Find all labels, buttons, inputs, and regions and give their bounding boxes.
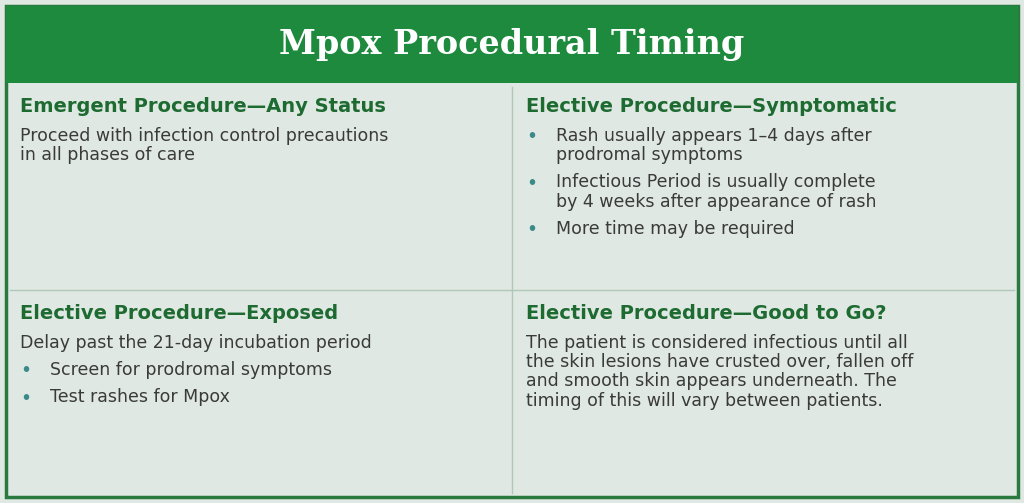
Text: Elective Procedure—Good to Go?: Elective Procedure—Good to Go? — [526, 304, 887, 323]
Text: in all phases of care: in all phases of care — [20, 146, 195, 164]
Text: More time may be required: More time may be required — [556, 220, 795, 238]
Text: Screen for prodromal symptoms: Screen for prodromal symptoms — [50, 361, 332, 379]
Text: Infectious Period is usually complete: Infectious Period is usually complete — [556, 174, 876, 191]
Text: timing of this will vary between patients.: timing of this will vary between patient… — [526, 392, 883, 410]
Text: and smooth skin appears underneath. The: and smooth skin appears underneath. The — [526, 372, 897, 390]
Text: Elective Procedure—Exposed: Elective Procedure—Exposed — [20, 304, 338, 323]
Text: •: • — [19, 388, 31, 407]
Text: Test rashes for Mpox: Test rashes for Mpox — [50, 388, 229, 406]
Text: •: • — [526, 174, 537, 193]
Text: •: • — [526, 220, 537, 239]
Text: Rash usually appears 1–4 days after: Rash usually appears 1–4 days after — [556, 127, 871, 144]
Bar — [6, 6, 1018, 83]
Text: Mpox Procedural Timing: Mpox Procedural Timing — [280, 28, 744, 61]
Text: Emergent Procedure—Any Status: Emergent Procedure—Any Status — [20, 97, 386, 116]
Text: prodromal symptoms: prodromal symptoms — [556, 146, 742, 164]
Text: the skin lesions have crusted over, fallen off: the skin lesions have crusted over, fall… — [526, 353, 913, 371]
Text: •: • — [19, 361, 31, 380]
Text: by 4 weeks after appearance of rash: by 4 weeks after appearance of rash — [556, 193, 877, 211]
Text: Delay past the 21-day incubation period: Delay past the 21-day incubation period — [20, 333, 372, 352]
Text: Elective Procedure—Symptomatic: Elective Procedure—Symptomatic — [526, 97, 897, 116]
Text: •: • — [526, 127, 537, 146]
Text: The patient is considered infectious until all: The patient is considered infectious unt… — [526, 333, 907, 352]
Text: Proceed with infection control precautions: Proceed with infection control precautio… — [20, 127, 388, 144]
